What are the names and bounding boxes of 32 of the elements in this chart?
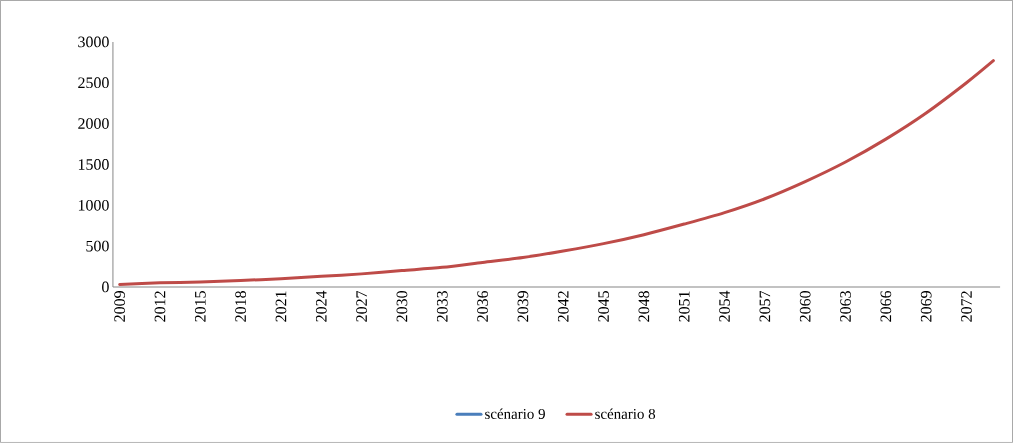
y-tick-label: 1000 [78,199,109,211]
x-tick-label: 2063 [840,291,851,322]
y-tick-label: 3000 [78,36,109,48]
x-tick-label: 2024 [315,290,327,322]
y-tick-label: 0 [102,281,109,293]
x-tick-label: 2066 [880,291,892,322]
legend-label: scénario 9 [485,408,545,420]
x-tick-label: 2045 [598,291,609,322]
x-tick-label: 2042 [557,291,569,322]
x-tick-label: 2072 [961,291,972,322]
line-series [118,59,995,287]
x-tick-label: 2021 [275,291,287,322]
x-tick-label: 2039 [517,291,529,322]
x-tick-label: 2027 [356,290,367,322]
y-tick-label: 2500 [78,77,109,89]
x-tick-label: 2012 [154,291,166,322]
x-tick-label: 2069 [920,291,932,322]
x-tick-label: 2009 [114,291,126,322]
x-tick-label: 2057 [759,290,771,322]
y-tick-label: 500 [86,240,109,252]
x-tick-label: 2018 [235,291,247,322]
x-tick-label: 2036 [477,291,488,322]
x-tick-label: 2060 [799,291,811,322]
x-tick-label: 2033 [436,291,448,322]
y-tick-label: 2000 [78,118,109,130]
x-tick-label: 2015 [194,291,206,322]
y-tick-label: 1500 [78,159,109,170]
x-tick-label: 2030 [396,291,408,322]
legend-label: scénario 8 [595,408,656,420]
x-tick-label: 2054 [719,290,730,322]
x-tick-label: 2051 [678,291,690,322]
x-tick-label: 2048 [638,291,650,322]
